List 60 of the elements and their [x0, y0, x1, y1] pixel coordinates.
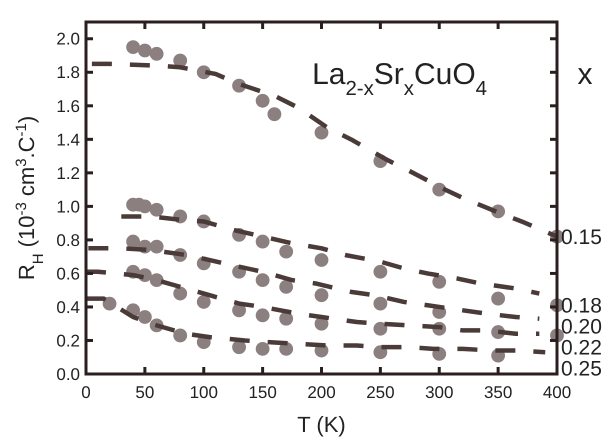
point [138, 310, 152, 324]
x-tick-label: 0 [81, 383, 91, 402]
point [102, 296, 116, 310]
y-tick-label: 1.8 [56, 63, 80, 82]
point [256, 273, 270, 288]
point [150, 273, 164, 288]
point [138, 44, 152, 58]
series-label: 0.22 [561, 336, 602, 360]
y-tick-label: 0.0 [56, 364, 80, 384]
point [432, 274, 446, 289]
point [373, 296, 388, 310]
x-tick-label: 300 [425, 383, 454, 402]
point [279, 312, 294, 326]
y-tick-label: 0.8 [56, 230, 80, 250]
point [126, 234, 140, 248]
point [314, 253, 328, 267]
x-tick-label: 250 [366, 383, 395, 402]
point [126, 40, 140, 54]
x-tick-label: 350 [484, 383, 512, 402]
y-tick-label: 1.2 [56, 164, 80, 183]
y-tick-label: 1.4 [56, 130, 80, 150]
text: 0.20 [561, 316, 602, 339]
point [173, 328, 188, 342]
point [373, 345, 388, 360]
y-tick-label: 0.4 [56, 298, 80, 317]
point [373, 322, 388, 336]
point [256, 234, 270, 248]
point [279, 280, 294, 294]
legend-title: x [578, 58, 592, 91]
point [279, 244, 294, 259]
x-tick-label: 400 [542, 383, 572, 402]
point [150, 240, 164, 254]
series-label: 0.18 [561, 294, 602, 318]
point [256, 308, 270, 322]
y-tick-label: 0.6 [56, 264, 80, 284]
point [314, 288, 328, 302]
point [173, 286, 188, 300]
point [256, 342, 270, 356]
point [267, 107, 282, 122]
x-tick-label: 100 [190, 383, 218, 402]
point [232, 340, 246, 354]
x-axis-title: T (K) [297, 412, 346, 437]
point [373, 264, 388, 279]
x-tick-label: 200 [307, 383, 336, 402]
point [256, 94, 270, 108]
point [432, 182, 446, 197]
x-tick-label: 50 [135, 383, 154, 402]
y-tick-label: 2.0 [56, 30, 80, 49]
text: La$_{2-x}$Sr$_{x}$CuO$_{4}$ [312, 58, 487, 100]
y-tick-label: 0.2 [56, 331, 80, 350]
series-label: 0.15 [561, 226, 602, 249]
point [196, 295, 211, 309]
point [150, 46, 164, 61]
point [150, 202, 164, 217]
text: 0.25 [561, 358, 602, 381]
x-tick-label: 150 [248, 383, 277, 402]
point [314, 126, 328, 140]
y-tick-label: 1.0 [56, 197, 80, 216]
y-tick-label: 1.6 [56, 96, 80, 116]
point [491, 292, 506, 306]
